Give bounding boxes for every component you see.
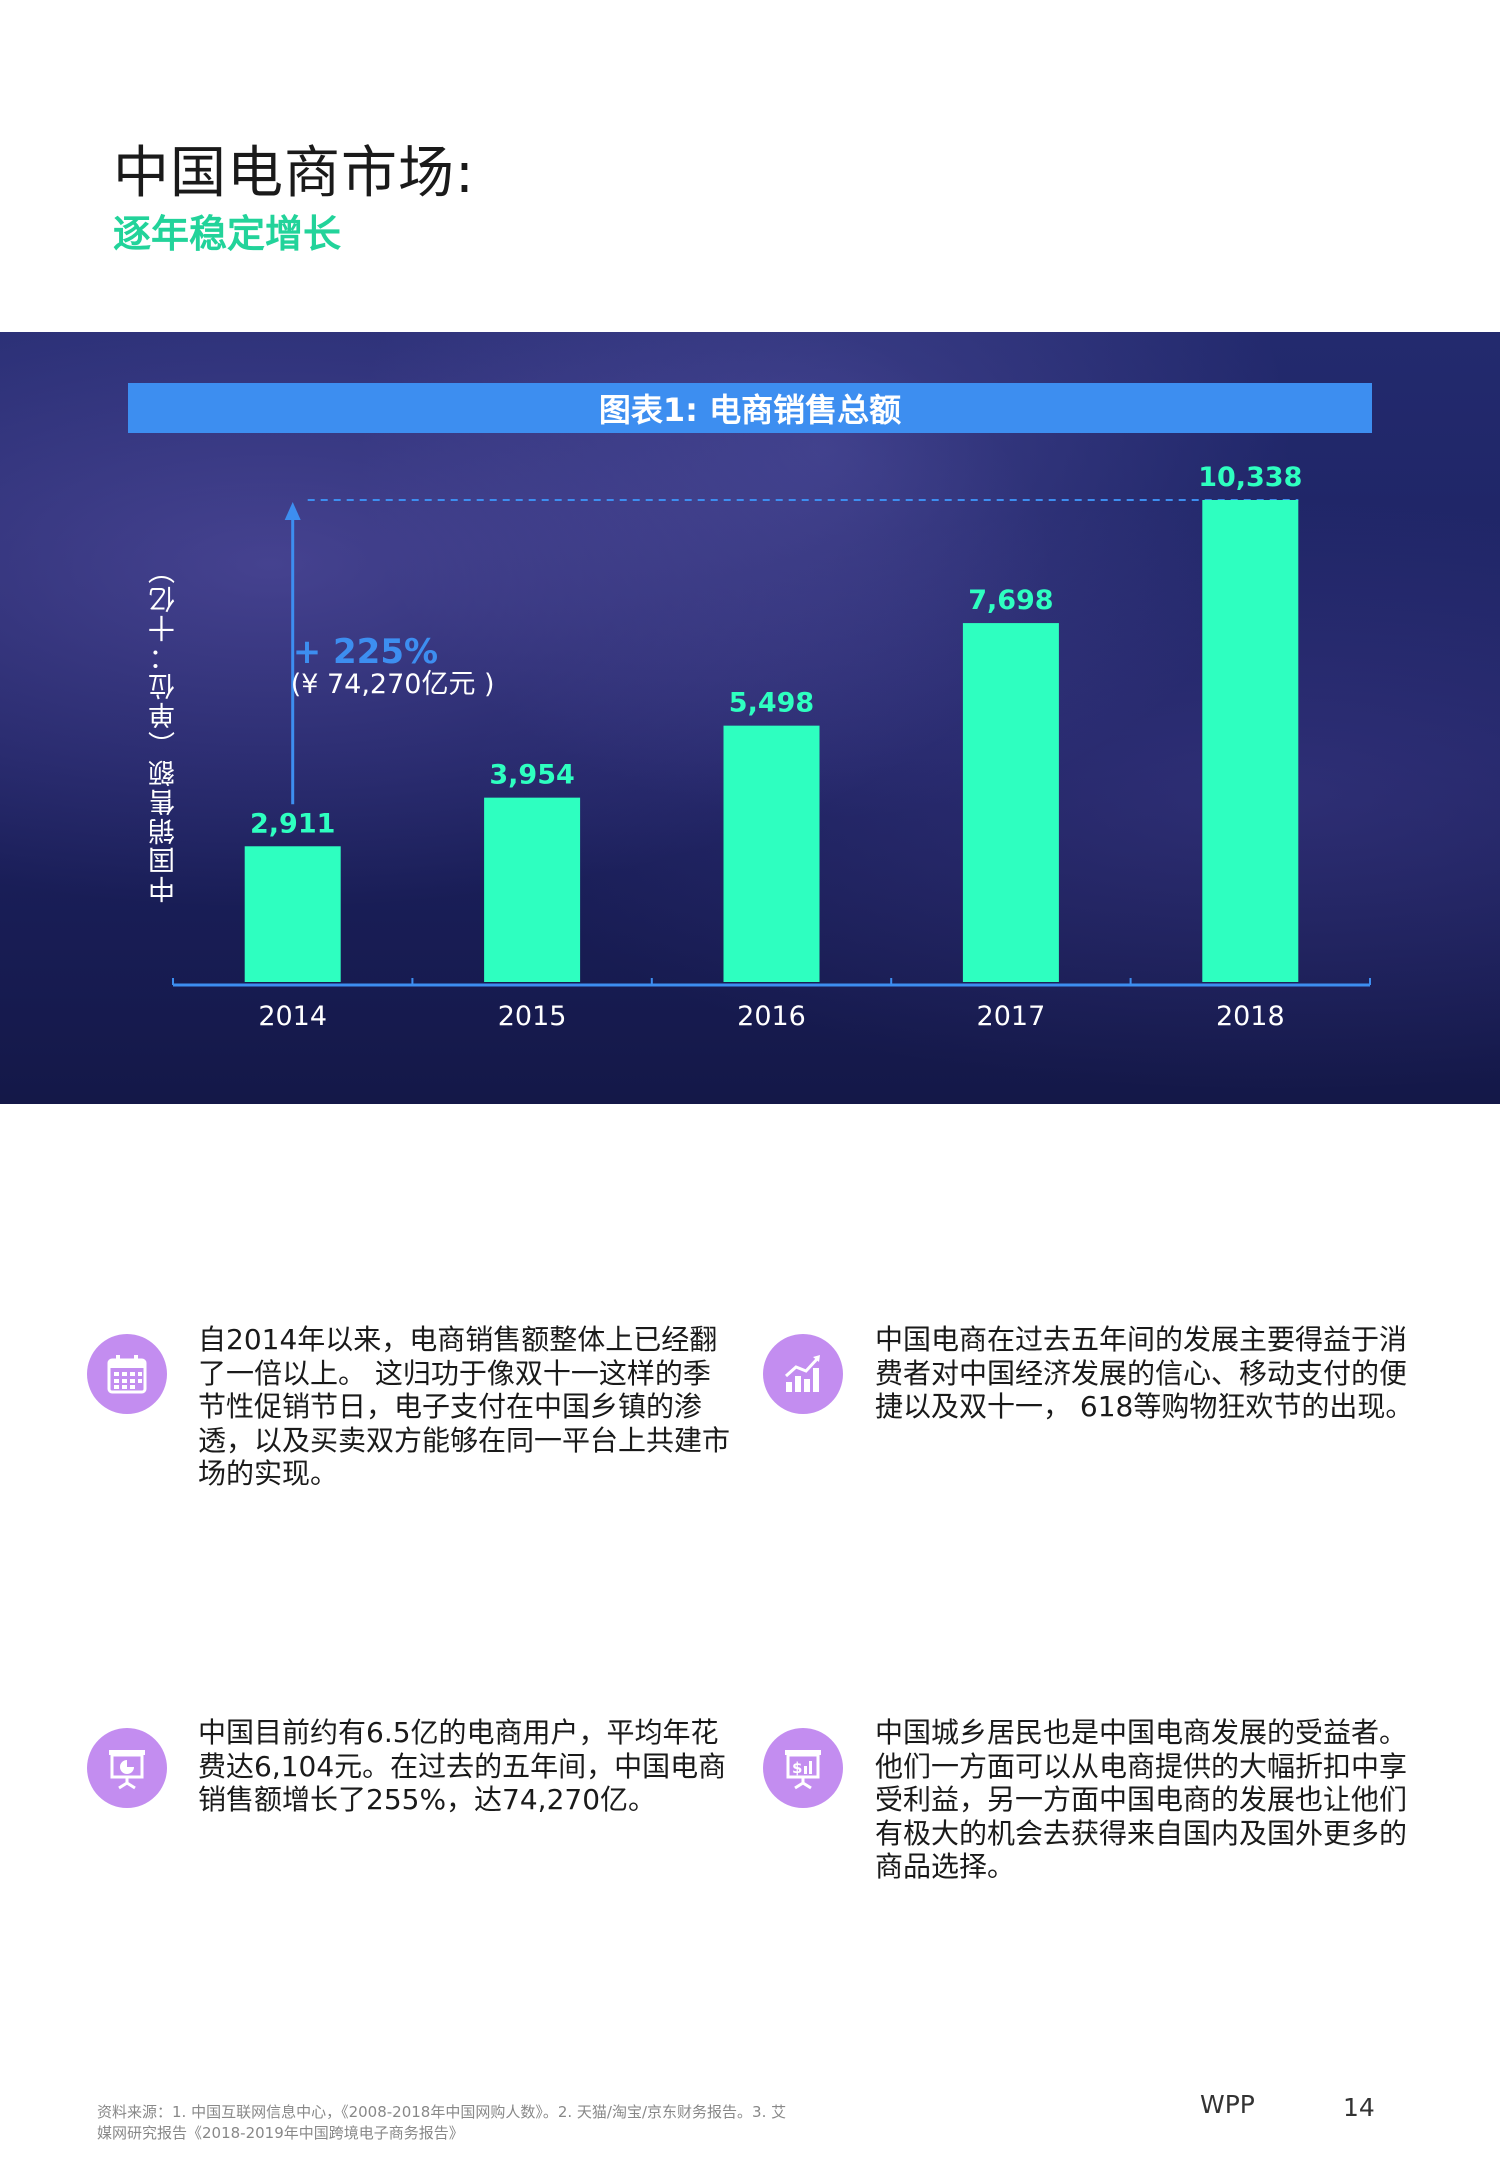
- bar-2015: [484, 797, 581, 982]
- value-label-2017: 7,698: [968, 585, 1053, 616]
- money-board-icon: $: [763, 1728, 843, 1808]
- paragraph-sales-doubled: 自2014年以来，电商销售额整体上已经翻了一倍以上。 这归功于像双十一这样的季节…: [198, 1323, 731, 1490]
- x-tick-label-2017: 2017: [977, 1001, 1046, 1032]
- x-tick-label-2018: 2018: [1216, 1001, 1285, 1032]
- growth-amount-annotation: (¥ 74,270亿元 ): [291, 669, 495, 700]
- value-label-2016: 5,498: [729, 688, 814, 719]
- page-number: 14: [1343, 2093, 1375, 2122]
- brand-logo-text: WPP: [1200, 2090, 1255, 2119]
- growth-chart-icon: [763, 1334, 843, 1414]
- page-subtitle: 逐年稳定增长: [113, 212, 342, 256]
- bar-2016: [723, 725, 820, 982]
- paragraph-user-base: 中国目前约有6.5亿的电商用户，平均年花费达6,104元。在过去的五年间，中国电…: [198, 1716, 727, 1816]
- growth-percent-annotation: + 225%: [293, 632, 438, 672]
- x-tick-label-2016: 2016: [737, 1001, 806, 1032]
- bar-2018: [1202, 500, 1299, 982]
- svg-text:$: $: [792, 1759, 802, 1777]
- value-label-2014: 2,911: [250, 808, 335, 839]
- bar-2017: [962, 623, 1059, 982]
- bar-2014: [244, 846, 341, 982]
- x-tick-label-2015: 2015: [498, 1001, 567, 1032]
- growth-arrow-head: [284, 502, 301, 520]
- source-footnote: 资料来源：1. 中国互联网信息中心，《2008-2018年中国网购人数》。2. …: [97, 2103, 787, 2142]
- paragraph-growth-drivers: 中国电商在过去五年间的发展主要得益于消费者对中国经济发展的信心、移动支付的便捷以…: [875, 1323, 1414, 1423]
- presentation-icon: [87, 1728, 167, 1808]
- value-label-2015: 3,954: [489, 760, 574, 791]
- calendar-icon: [87, 1334, 167, 1414]
- chart-title: 图表1: 电商销售总额: [128, 383, 1372, 433]
- paragraph-rural-benefits: 中国城乡居民也是中国电商发展的受益者。他们一方面可以从电商提供的大幅折扣中享受利…: [875, 1716, 1408, 1883]
- page-title: 中国电商市场:: [113, 141, 475, 206]
- value-label-2018: 10,338: [1198, 462, 1302, 493]
- sales-bar-chart: 2,911 2014 3,954 2015 5,498 2016 7,698 2017 10,3…: [172, 462, 1371, 1032]
- x-tick-label-2014: 2014: [258, 1001, 327, 1032]
